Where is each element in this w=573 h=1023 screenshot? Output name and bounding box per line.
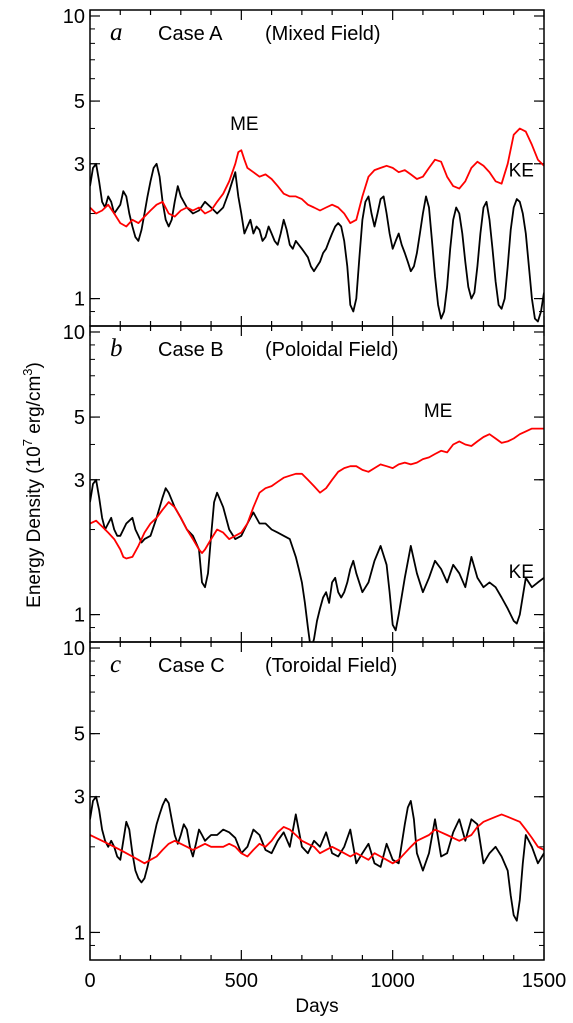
panel-letter: c	[110, 651, 121, 678]
panel-subtitle: (Mixed Field)	[265, 23, 381, 45]
panel-title: Case C	[158, 655, 225, 677]
panel-a: 1 3 5 10 a Case A (Mixed Field) ME KE	[63, 6, 545, 327]
y-tick-label: 1	[74, 922, 85, 944]
panel-b: 1 3 5 10 b Case B (Poloidal Field) ME KE	[63, 322, 545, 643]
y-tick-label: 10	[63, 638, 85, 660]
series-ke-line-c	[90, 795, 544, 922]
annotation-me: ME	[424, 401, 453, 422]
y-tick-label: 3	[74, 470, 85, 492]
y-axis-title-unit-exponent: 3	[20, 368, 35, 375]
panel-title: Case A	[158, 23, 223, 45]
y-tick-label: 1	[74, 289, 85, 311]
series-me-line-a	[90, 127, 544, 228]
series-ke-line-a	[90, 162, 544, 323]
panel-letter: a	[110, 19, 123, 46]
y-tick-label: 5	[74, 407, 85, 429]
y-tick-label: 3	[74, 154, 85, 176]
x-tick-label: 1500	[522, 970, 567, 992]
y-tick-label: 5	[74, 91, 85, 113]
panel-subtitle: (Poloidal Field)	[265, 339, 398, 361]
y-tick-label: 5	[74, 724, 85, 746]
panel-letter: b	[110, 335, 123, 362]
x-axis-title: Days	[295, 996, 338, 1017]
y-tick-label: 1	[74, 605, 85, 627]
x-tick-label: 1000	[370, 970, 415, 992]
panel-c: 1 3 5 10 c Case C (Toroidal Field)	[63, 638, 545, 961]
x-tick-label: 0	[84, 970, 95, 992]
y-axis-title-exponent: 7	[20, 439, 35, 446]
series-me-line-c	[90, 813, 544, 865]
y-tick-label: 10	[63, 322, 85, 344]
x-tick-label: 500	[225, 970, 258, 992]
plot-frame	[89, 641, 545, 961]
y-tick-label: 10	[63, 6, 85, 28]
y-axis-title-close: )	[24, 362, 45, 368]
y-axis-title: Energy Density (107 erg/cm3)	[20, 362, 45, 608]
panel-title: Case B	[158, 339, 224, 361]
series-me-line-b	[90, 427, 544, 560]
annotation-ke: KE	[509, 562, 534, 583]
y-axis-title-main: Energy Density (10	[24, 446, 45, 608]
plot-frame	[89, 325, 545, 643]
y-tick-label: 3	[74, 787, 85, 809]
series-ke-line-b	[90, 478, 544, 642]
annotation-ke: KE	[509, 161, 534, 182]
y-axis-title-unit: erg/cm	[24, 376, 45, 439]
annotation-me: ME	[230, 114, 259, 135]
panel-subtitle: (Toroidal Field)	[265, 655, 397, 677]
